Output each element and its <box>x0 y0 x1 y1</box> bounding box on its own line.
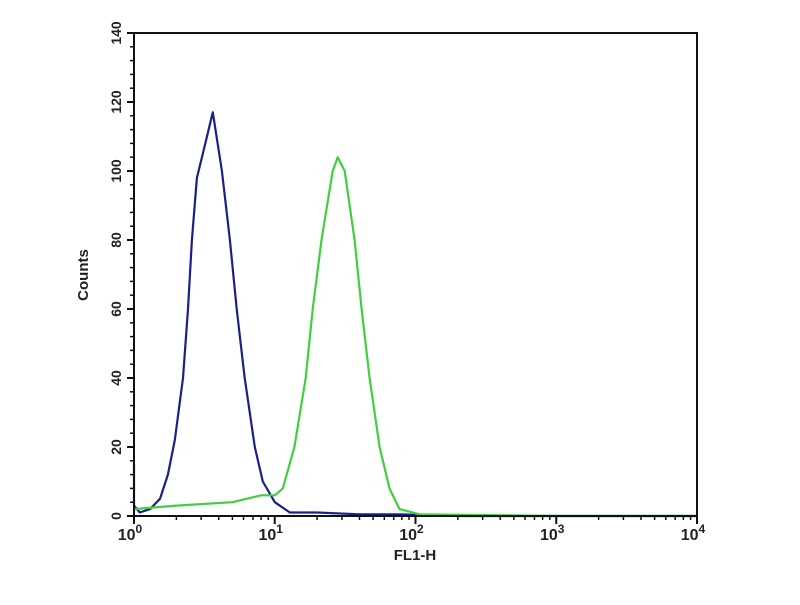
y-tick-label: 80 <box>108 232 124 248</box>
x-tick-label: 103 <box>540 522 565 544</box>
series-line-2 <box>133 156 697 518</box>
plot-frame <box>133 32 698 517</box>
x-tick-label: 104 <box>681 522 706 544</box>
y-tick-label: 120 <box>108 90 124 114</box>
y-tick-label: 0 <box>108 512 124 520</box>
x-axis-label: FL1-H <box>394 547 437 564</box>
x-tick-label: 102 <box>399 522 424 544</box>
y-tick-label: 140 <box>108 21 124 45</box>
series-line-1 <box>132 111 697 518</box>
y-tick-label: 60 <box>108 301 124 317</box>
y-tick-label: 20 <box>108 439 124 455</box>
y-tick-label: 100 <box>108 159 124 183</box>
y-tick-label: 40 <box>108 370 124 386</box>
x-tick-label: 100 <box>118 522 143 544</box>
y-axis-label: Counts <box>75 249 92 301</box>
x-tick-label: 101 <box>259 522 284 544</box>
